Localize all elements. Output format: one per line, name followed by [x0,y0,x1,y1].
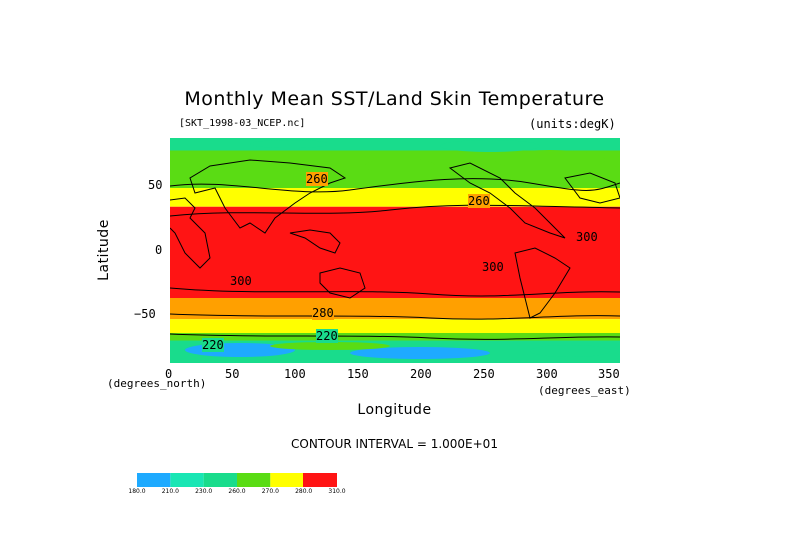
x-tick-label: 350 [598,367,620,381]
colorbar-tick-label: 260.0 [228,488,246,495]
temperature-band [170,319,620,333]
colorbar-tick-label: 310.0 [328,488,346,495]
colorbar-tick-label: 210.0 [161,488,179,495]
x-tick-label: 200 [410,367,432,381]
colorbar-swatch [203,473,237,487]
coastlines [170,159,620,319]
chart-title: Monthly Mean SST/Land Skin Temperature [184,88,605,110]
antarctic-detail [185,342,610,359]
colorbar-swatch [137,473,171,487]
x-tick-label: 300 [536,367,558,381]
contour-label: 220 [316,329,338,343]
contour-lines [170,178,620,340]
x-axis-label: Longitude [357,402,432,418]
temperature-band [170,298,620,320]
colorbar-tick-label: 180.0 [128,488,146,495]
contour-label: 260 [306,172,328,186]
temperature-map [170,138,620,363]
x-tick-label: 250 [473,367,495,381]
y-axis-label: Latitude [96,219,112,281]
x-tick-label: 100 [284,367,306,381]
colorbar-swatch [270,473,304,487]
colorbar-tick-label: 230.0 [195,488,213,495]
x-tick-label: 50 [225,367,240,381]
colorbar [137,473,337,487]
contour-label: 300 [230,274,252,288]
colorbar-swatch [170,473,204,487]
contour-interval: CONTOUR INTERVAL = 1.000E+01 [291,437,498,451]
y-axis-unit: (degrees_north) [107,377,207,390]
contour-label: 280 [312,306,334,320]
contour-label: 300 [482,260,504,274]
y-tick-label: 0 [155,243,163,257]
units-label: (units:degK) [529,117,616,131]
contour-label: 260 [468,194,490,208]
contour-label: 300 [576,230,598,244]
x-tick-label: 0 [165,367,173,381]
y-tick-label: 50 [148,178,163,192]
colorbar-tick-label: 270.0 [261,488,279,495]
x-axis-unit: (degrees_east) [538,384,631,397]
arctic-detail [195,140,605,176]
colorbar-swatch [303,473,337,487]
contour-label: 220 [202,338,224,352]
temperature-band [170,188,620,207]
temperature-band [170,138,620,151]
x-tick-label: 150 [347,367,369,381]
colorbar-tick-label: 280.0 [295,488,313,495]
file-label: [SKT_1998-03_NCEP.nc] [179,118,306,129]
y-tick-label: −50 [134,307,156,321]
colorbar-swatch [237,473,271,487]
